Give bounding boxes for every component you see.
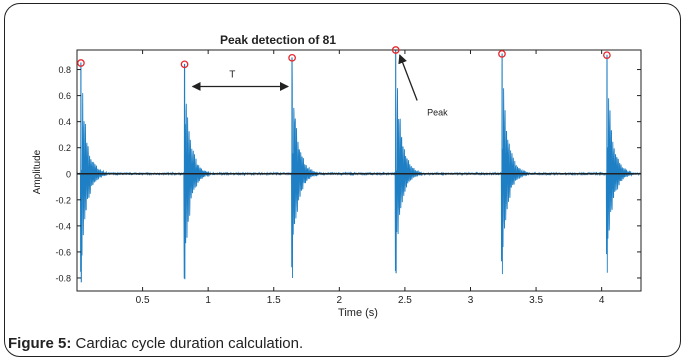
y-tick-label: -0.8	[55, 273, 71, 283]
y-tick-label: -0.6	[55, 247, 71, 257]
x-tick-label: 3	[468, 295, 474, 306]
peak-marker	[288, 53, 296, 62]
axes-layer: 0.5 1 1.5 2 2.5 3 3.5 4 -0.8 -0.6 -0.4 -0.2 0 0.2 0.4 0…	[55, 49, 642, 306]
plot-area-border	[76, 49, 642, 292]
period-label: T	[229, 69, 235, 80]
y-tick-label: -0.2	[55, 195, 71, 205]
y-tick-label: -0.4	[55, 221, 71, 231]
peak-pointer-arrow	[398, 54, 418, 101]
peak-label: Peak	[427, 108, 448, 118]
x-tick-label: 1	[205, 295, 211, 306]
signal-layer	[76, 49, 642, 283]
y-axis-label: Amplitude	[32, 149, 43, 194]
annotations: T Peak	[191, 54, 448, 118]
x-tick-label: 3.5	[529, 295, 543, 306]
figure-label: Figure 5:	[8, 335, 72, 352]
figure-frame	[4, 3, 681, 357]
x-tick-label: 4	[599, 295, 605, 306]
figure-caption-text: Cardiac cycle duration calculation.	[75, 335, 304, 352]
figure-caption: Figure 5: Cardiac cycle duration calcula…	[8, 335, 303, 352]
peak-marker	[180, 60, 189, 69]
peak-marker	[77, 59, 85, 67]
peak-marker	[603, 51, 611, 60]
x-axis-label: Time (s)	[338, 307, 378, 319]
y-tick-label: 0.4	[58, 117, 71, 127]
peak-marker	[391, 46, 400, 54]
y-tick-label: 0.8	[58, 65, 71, 75]
x-tick-label: 2.5	[398, 295, 412, 306]
y-tick-label: 0.2	[58, 143, 71, 153]
y-tick-label: 0	[66, 169, 71, 179]
signal-line	[76, 49, 642, 283]
peak-marker	[498, 50, 506, 58]
x-tick-label: 0.5	[136, 295, 150, 306]
x-tick-label: 2	[337, 295, 343, 306]
peak-markers	[77, 46, 611, 69]
y-tick-label: 0.6	[58, 91, 71, 101]
chart-title: Peak detection of 81	[220, 33, 336, 47]
x-tick-label: 1.5	[267, 295, 281, 306]
